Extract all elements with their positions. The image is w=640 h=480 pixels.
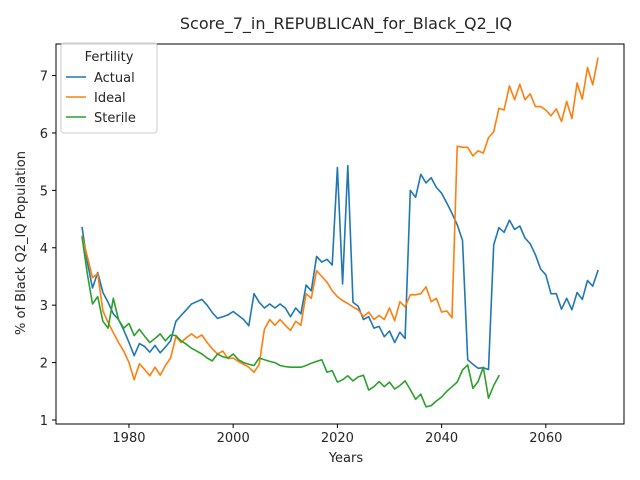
y-tick-label: 2 (40, 357, 48, 372)
legend-title: Fertility (85, 50, 134, 65)
y-axis: 1 2 3 4 5 6 7 (40, 70, 56, 429)
legend-label-actual: Actual (94, 71, 135, 86)
legend-box (60, 42, 158, 134)
y-tick-label: 1 (40, 414, 48, 429)
legend: Fertility Actual Ideal Sterile (60, 42, 158, 134)
chart-title: Score_7_in_REPUBLICAN_for_Black_Q2_IQ (180, 14, 512, 34)
series-line-ideal (81, 57, 599, 381)
y-tick-label: 7 (40, 70, 48, 85)
x-axis: 1980 2000 2020 2040 2060 (112, 424, 562, 446)
x-tick-label: 1980 (112, 431, 145, 446)
y-tick-label: 6 (40, 127, 48, 142)
x-tick-label: 2040 (425, 431, 458, 446)
plot-area-frame (55, 43, 625, 425)
x-tick-label: 2020 (321, 431, 354, 446)
x-tick-label: 2000 (217, 431, 250, 446)
y-tick-label: 5 (40, 184, 48, 199)
y-tick-label: 3 (40, 299, 48, 314)
series-line-actual (81, 164, 599, 371)
x-tick-label: 2060 (529, 431, 562, 446)
legend-label-ideal: Ideal (94, 91, 126, 106)
x-axis-title: Years (328, 451, 364, 466)
legend-label-sterile: Sterile (94, 111, 136, 126)
y-tick-label: 4 (40, 242, 48, 257)
series-line-sterile (81, 236, 500, 408)
y-axis-title: % of Black Q2_IQ Population (14, 151, 29, 335)
